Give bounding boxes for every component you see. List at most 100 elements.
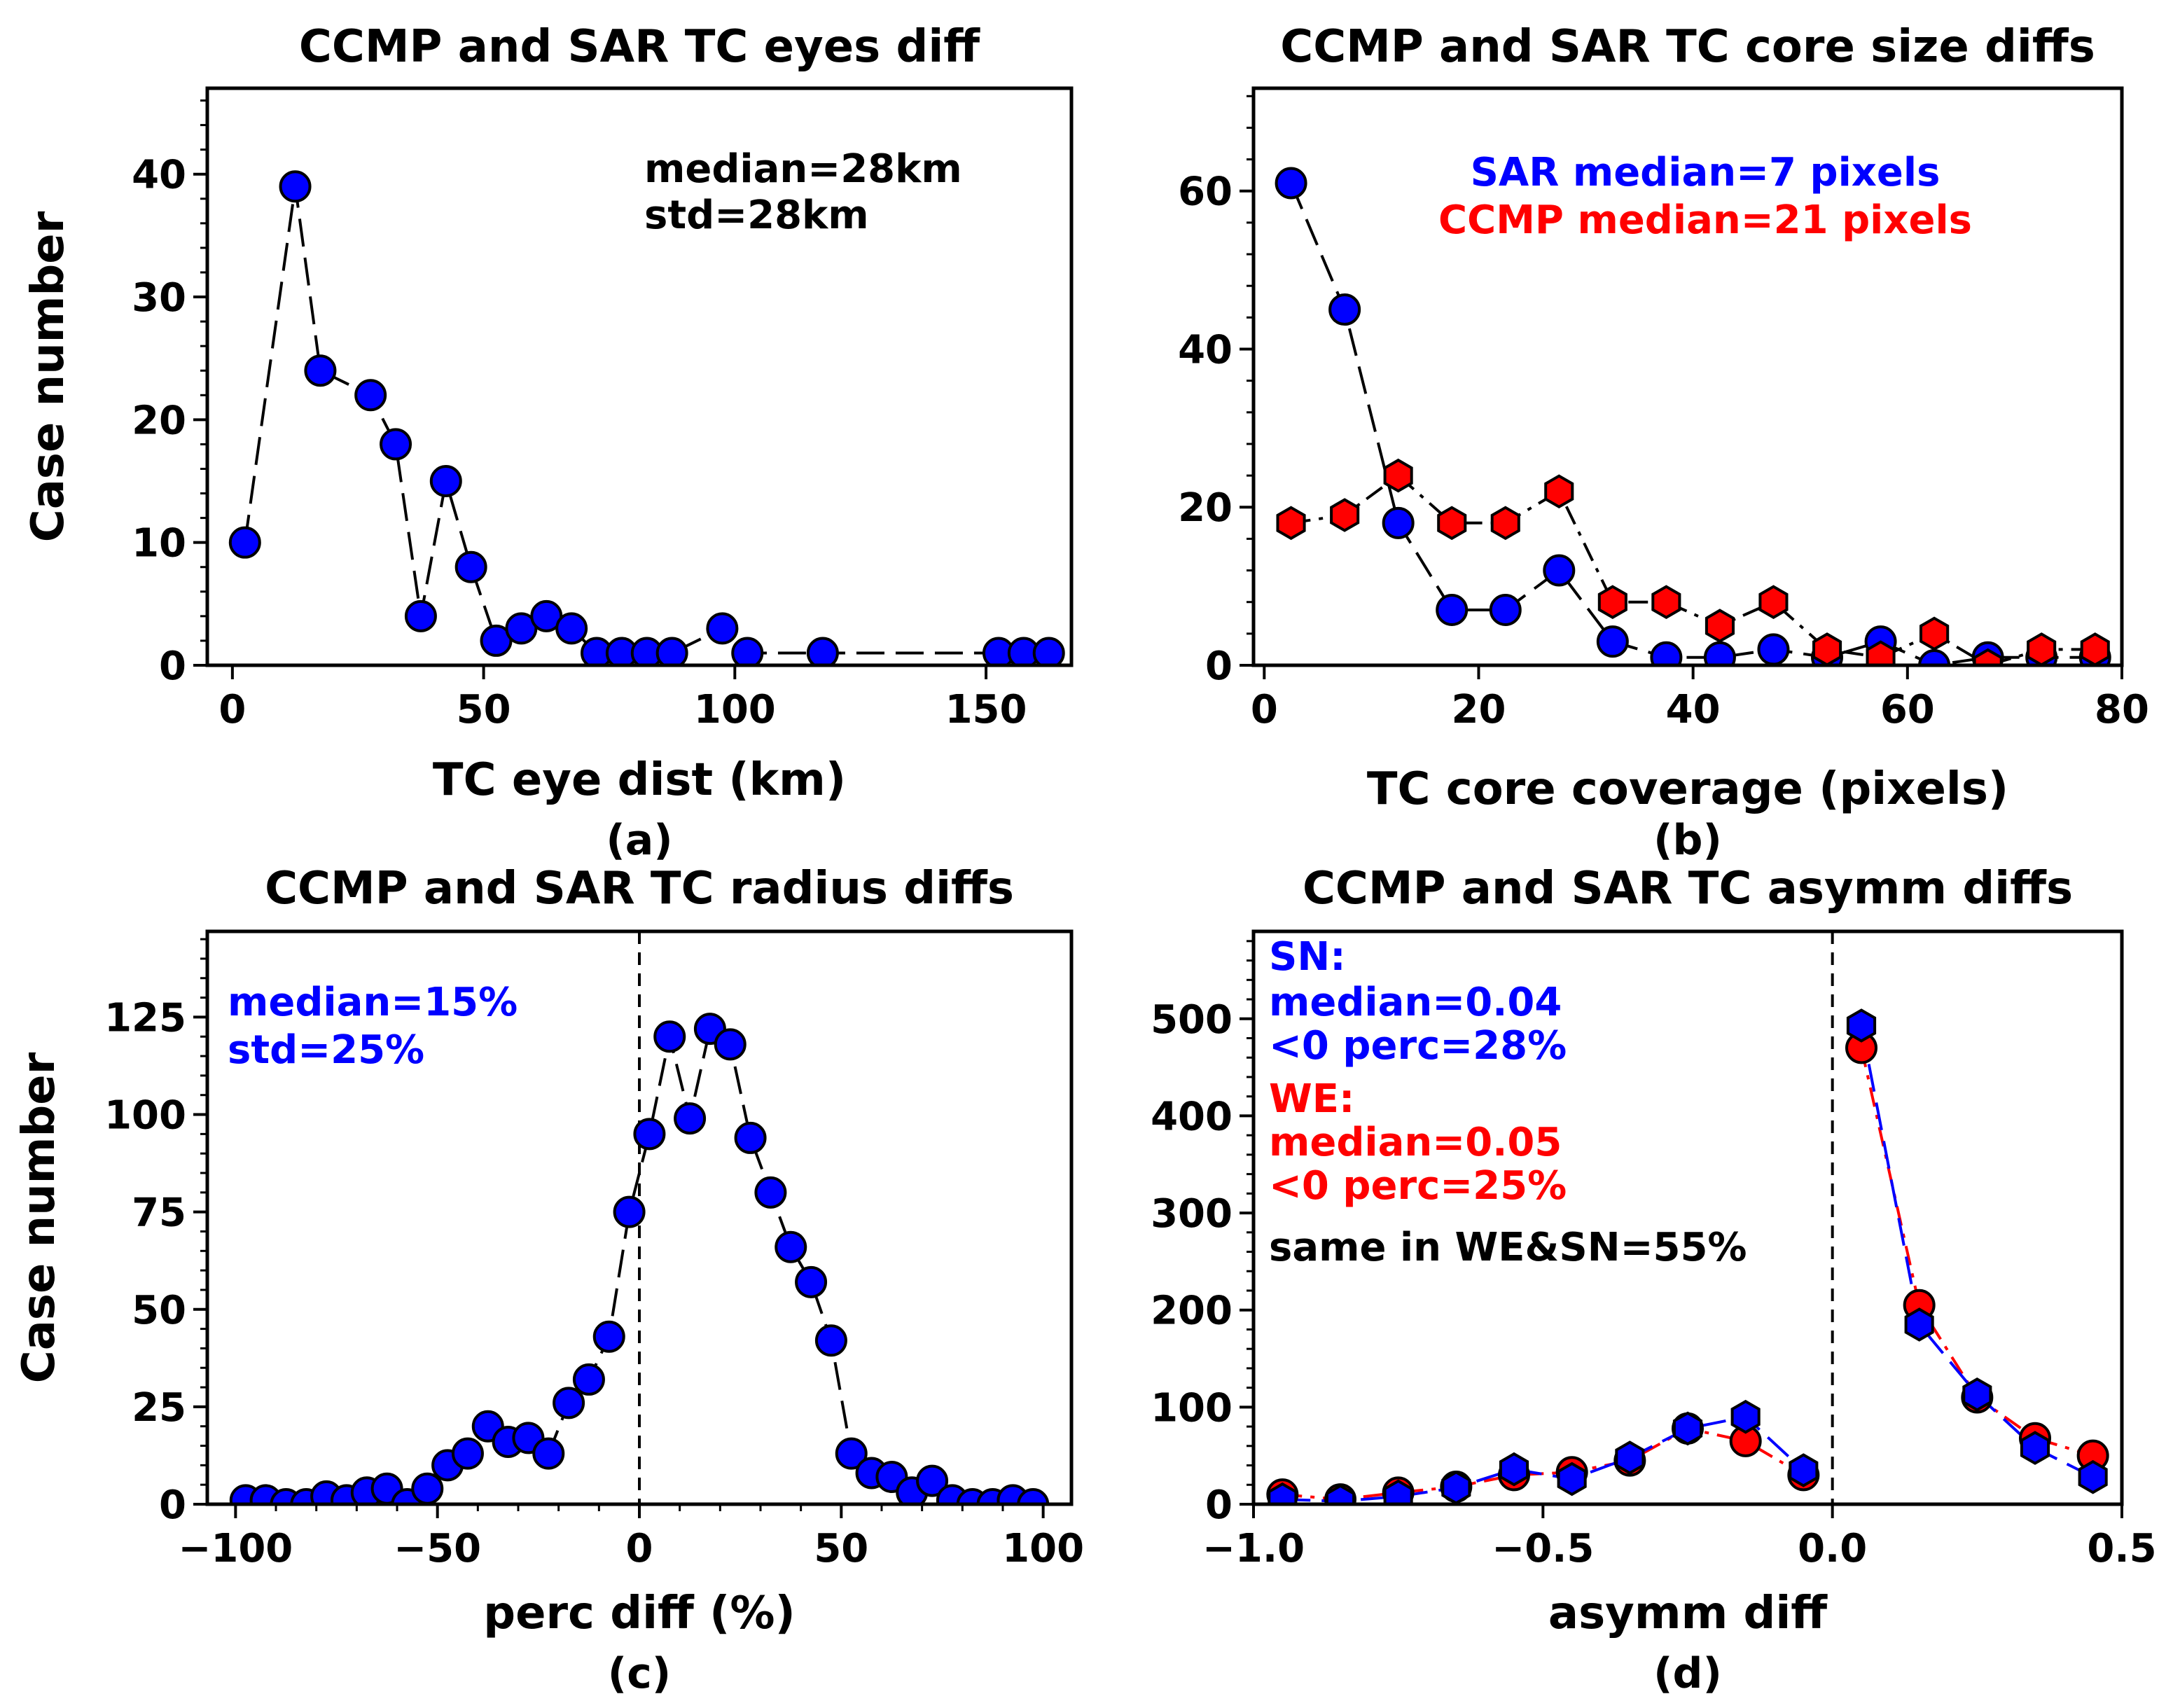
y-tick-label: 50	[132, 1288, 186, 1333]
data-point-radius-perc-diff	[451, 1437, 484, 1470]
x-tick-label: 100	[1002, 1526, 1084, 1571]
x-tick-label: −1.0	[1202, 1526, 1305, 1571]
data-point-sar	[1436, 593, 1469, 626]
data-point-eye-dist	[655, 637, 688, 665]
annotation-text: CCMP median=21 pixels	[1438, 197, 1972, 243]
data-point-ccmp	[1597, 585, 1627, 620]
data-point-radius-perc-diff	[754, 1176, 787, 1209]
data-point-ccmp	[2027, 632, 2057, 665]
data-point-sn	[1441, 1471, 1471, 1504]
data-point-sar	[1703, 641, 1736, 665]
data-point-ccmp	[1758, 585, 1789, 620]
data-point-radius-perc-diff	[653, 1020, 686, 1053]
panel-label: (a)	[606, 816, 672, 865]
x-tick-label: 150	[945, 687, 1027, 733]
data-point-radius-perc-diff	[734, 1121, 767, 1154]
data-point-ccmp	[1383, 458, 1413, 493]
data-point-sar	[1382, 506, 1415, 539]
y-axis-label: Case number	[13, 1052, 65, 1383]
data-point-ccmp	[1866, 640, 1896, 665]
data-point-eye-dist	[354, 379, 387, 412]
data-point-sn	[1789, 1453, 1819, 1487]
axes-frame	[205, 929, 1074, 1506]
panel-b: 0 20 40 60 0 20 40 60 80 CCMP and SAR TC core siz…	[1178, 21, 2149, 865]
data-point-ccmp	[1973, 648, 2003, 665]
y-tick-label: 0	[1205, 1483, 1233, 1528]
chart-title: CCMP and SAR TC asymm diffs	[1303, 863, 2073, 915]
annotation-text: median=0.04	[1269, 980, 1562, 1025]
data-point-sn	[2020, 1431, 2050, 1465]
chart-title: CCMP and SAR TC core size diffs	[1280, 21, 2095, 73]
y-tick-label: 75	[132, 1190, 186, 1236]
data-point-radius-perc-diff	[674, 1102, 707, 1135]
x-tick-label: 40	[1666, 687, 1721, 733]
annotation-text: WE:	[1269, 1076, 1354, 1122]
x-axis-label: TC core coverage (pixels)	[1367, 763, 2008, 815]
data-point-radius-perc-diff	[795, 1265, 828, 1298]
plot-area	[1275, 167, 2111, 665]
y-tick-label: 10	[132, 521, 186, 567]
x-axis-label: asymm diff	[1548, 1588, 1828, 1639]
x-tick-label: 20	[1452, 687, 1506, 733]
annotation-text: std=25%	[228, 1027, 424, 1073]
y-tick-label: 20	[1178, 485, 1233, 531]
data-point-eye-dist	[1032, 637, 1065, 665]
x-tick-label: 60	[1880, 687, 1935, 733]
annotation-text: SN:	[1269, 934, 1346, 980]
data-point-eye-dist	[806, 637, 839, 665]
annotation-text: median=15%	[228, 980, 518, 1025]
x-tick-label: 50	[814, 1526, 868, 1571]
chart-title: CCMP and SAR TC eyes diff	[299, 21, 980, 73]
y-tick-label: 25	[132, 1385, 186, 1431]
data-point-ccmp	[1919, 616, 1950, 651]
y-tick-label: 400	[1151, 1094, 1233, 1139]
data-point-eye-dist	[454, 550, 487, 583]
data-point-radius-perc-diff	[775, 1230, 807, 1263]
x-tick-label: −0.5	[1492, 1526, 1594, 1571]
panel-d: 0 100 200 300 400 500 −1.0 −0.5 0.0 0.5 CCMP and S…	[1151, 863, 2157, 1698]
x-tick-label: 0.0	[1798, 1526, 1867, 1571]
data-point-radius-perc-diff	[572, 1363, 605, 1396]
data-point-eye-dist	[228, 526, 261, 559]
series-line-sar	[1289, 182, 2095, 665]
y-tick-label: 100	[1151, 1385, 1233, 1431]
y-tick-label: 200	[1151, 1289, 1233, 1334]
data-point-eye-dist	[304, 354, 337, 387]
y-tick-label: 40	[1178, 327, 1233, 373]
chart-title: CCMP and SAR TC radius diffs	[265, 863, 1014, 915]
panel-label: (c)	[608, 1649, 671, 1698]
data-point-sar	[1275, 167, 1307, 200]
x-tick-label: −50	[394, 1526, 481, 1571]
data-point-sar	[1489, 593, 1522, 626]
series-line-we	[1282, 1426, 1805, 1501]
data-point-sn	[1730, 1399, 1761, 1434]
data-point-eye-dist	[706, 612, 739, 645]
x-axis-label: TC eye dist (km)	[433, 754, 846, 806]
data-point-sn	[1325, 1484, 1356, 1504]
y-tick-label: 100	[104, 1093, 186, 1139]
data-point-sn	[1268, 1482, 1298, 1504]
y-tick-label: 300	[1151, 1191, 1233, 1237]
data-point-sn	[1499, 1452, 1529, 1487]
annotation-text: median=28km	[644, 146, 962, 192]
data-point-radius-perc-diff	[916, 1464, 949, 1497]
x-tick-label: 0.5	[2087, 1526, 2156, 1571]
data-point-eye-dist	[404, 599, 437, 632]
plot-area	[229, 1013, 1050, 1504]
data-point-ccmp	[1651, 585, 1681, 620]
data-point-sn	[1904, 1307, 1934, 1342]
data-point-radius-perc-diff	[714, 1028, 747, 1061]
data-point-radius-perc-diff	[613, 1195, 646, 1228]
data-point-radius-perc-diff	[814, 1324, 847, 1357]
x-tick-label: 50	[457, 687, 511, 733]
data-point-eye-dist	[279, 170, 312, 203]
data-point-sn	[1846, 1008, 1877, 1043]
data-point-ccmp	[1490, 506, 1520, 541]
axes-frame	[1251, 86, 2124, 667]
y-tick-label: 0	[1205, 644, 1233, 689]
y-tick-label: 40	[132, 153, 186, 198]
data-point-radius-perc-diff	[592, 1320, 625, 1353]
y-tick-label: 500	[1151, 997, 1233, 1043]
plot-area	[1266, 1008, 2109, 1504]
